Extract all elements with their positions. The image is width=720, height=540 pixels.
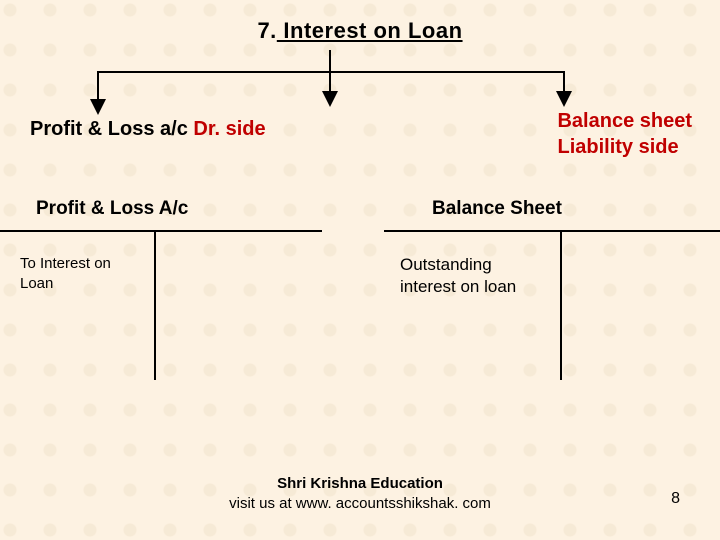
pl-t-horizontal [0, 230, 322, 232]
footer: Shri Krishna Education visit us at www. … [0, 474, 720, 515]
bs-t-horizontal [384, 230, 720, 232]
bs-side-line2: Liability side [557, 134, 692, 160]
page-number: 8 [671, 490, 680, 508]
bs-side-label: Balance sheet Liability side [557, 108, 692, 160]
pl-side-prefix: Profit & Loss a/c [30, 118, 193, 140]
pl-t-vertical [154, 230, 156, 380]
bs-entry-line1: Outstanding [400, 254, 516, 276]
bs-entry-line2: interest on loan [400, 276, 516, 298]
pl-account-heading: Profit & Loss A/c [36, 198, 188, 220]
bs-side-line1: Balance sheet [557, 108, 692, 134]
pl-side-dr: Dr. side [193, 118, 265, 140]
pl-side-label: Profit & Loss a/c Dr. side [30, 118, 266, 141]
pl-entry: To Interest on Loan [20, 254, 111, 293]
pl-entry-line1: To Interest on [20, 254, 111, 274]
pl-entry-line2: Loan [20, 274, 111, 294]
bs-t-vertical [560, 230, 562, 380]
footer-org: Shri Krishna Education [277, 475, 443, 492]
footer-url: visit us at www. accountsshikshak. com [229, 495, 491, 512]
slide: 7. Interest on Loan Profit & Loss a/c Dr… [0, 0, 720, 540]
bs-entry: Outstanding interest on loan [400, 254, 516, 298]
bs-account-heading: Balance Sheet [432, 198, 562, 220]
